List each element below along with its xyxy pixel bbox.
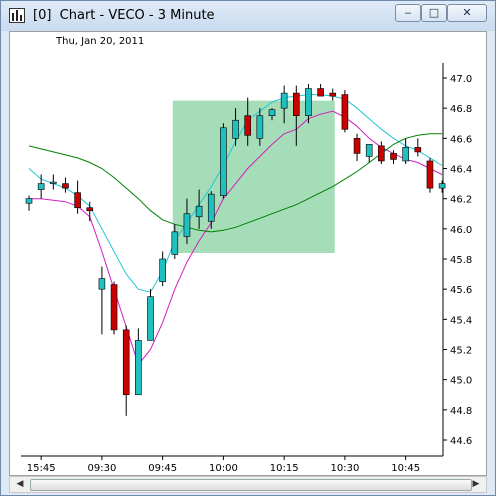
horizontal-scrollbar[interactable]: ◀ ▶: [9, 476, 487, 493]
chart-date: Thu, Jan 20, 2011: [56, 36, 145, 47]
scroll-right-icon[interactable]: ▶: [472, 479, 480, 489]
chart-app-icon[interactable]: [9, 8, 25, 23]
close-button[interactable]: ✕: [447, 4, 487, 22]
scroll-left-icon[interactable]: ◀: [16, 479, 24, 489]
maximize-icon: □: [428, 6, 440, 19]
maximize-button[interactable]: □: [421, 4, 447, 22]
scroll-thumb[interactable]: [30, 479, 472, 491]
window-title: [0] Chart - VECO - 3 Minute: [33, 8, 215, 23]
chart-area[interactable]: [9, 31, 487, 476]
close-icon: ✕: [462, 6, 472, 19]
minimize-icon: ‒: [404, 6, 412, 19]
title-bar[interactable]: [0] Chart - VECO - 3 Minute ‒ □ ✕: [1, 1, 495, 31]
minimize-button[interactable]: ‒: [395, 4, 421, 22]
